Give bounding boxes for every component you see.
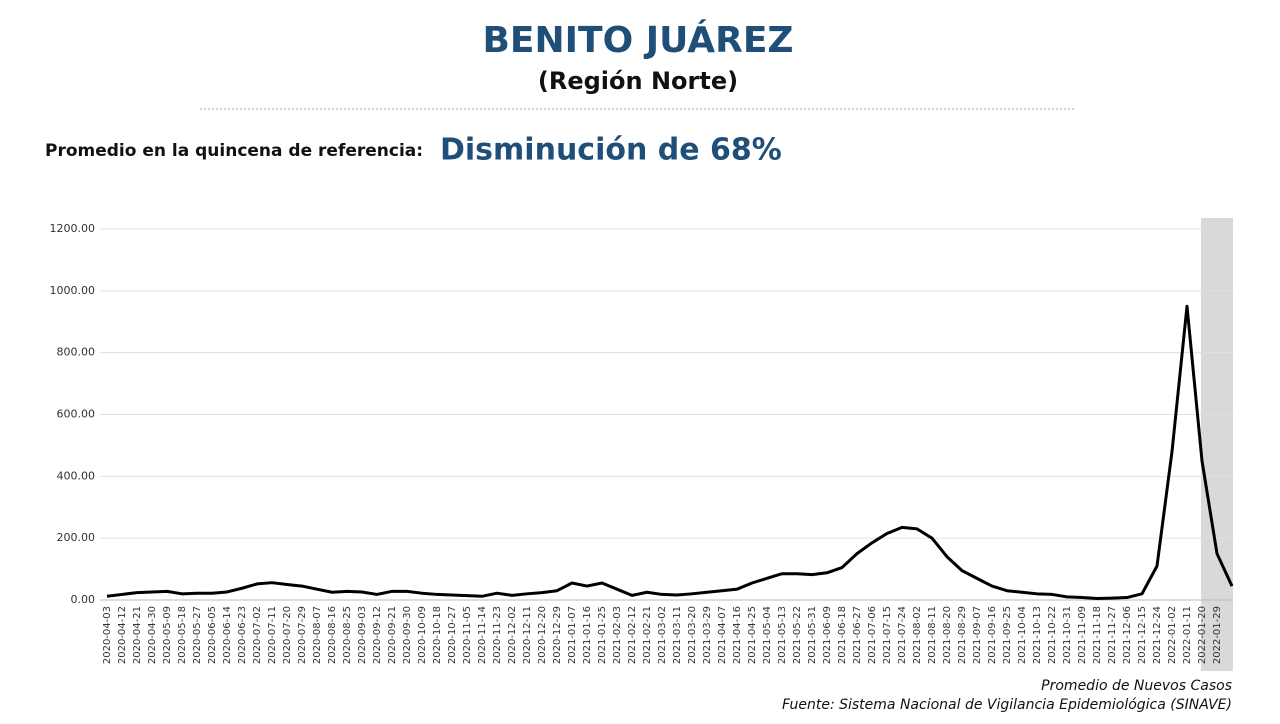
x-tick-label: 2020-07-02 (252, 606, 263, 664)
x-tick-label: 2020-09-21 (387, 606, 398, 664)
x-tick-label: 2021-08-29 (957, 606, 968, 664)
x-tick-label: 2020-09-12 (372, 606, 383, 664)
x-tick-label: 2021-11-18 (1092, 606, 1103, 664)
x-tick-label: 2020-09-03 (357, 606, 368, 664)
x-tick-label: 2021-10-22 (1047, 606, 1058, 664)
chart-title: BENITO JUÁREZ (482, 19, 793, 61)
x-tick-label: 2021-07-15 (882, 606, 893, 664)
source: Fuente: Sistema Nacional de Vigilancia E… (782, 697, 1232, 713)
y-tick-label: 0.00 (71, 593, 96, 606)
x-tick-label: 2020-11-14 (477, 606, 488, 664)
y-tick-label: 800.00 (57, 346, 96, 359)
x-tick-label: 2020-05-18 (177, 606, 188, 664)
x-tick-label: 2020-05-27 (192, 606, 203, 664)
y-tick-label: 200.00 (57, 531, 96, 544)
x-tick-label: 2020-05-09 (162, 606, 173, 664)
x-tick-label: 2021-08-11 (927, 606, 938, 664)
x-tick-label: 2021-11-27 (1107, 606, 1118, 664)
x-tick-label: 2020-06-14 (222, 606, 233, 664)
x-tick-label: 2021-01-07 (567, 606, 578, 664)
x-tick-label: 2020-06-05 (207, 606, 218, 664)
y-tick-label: 1000.00 (50, 284, 96, 297)
x-tick-label: 2020-12-02 (507, 606, 518, 664)
x-tick-label: 2021-04-25 (747, 606, 758, 664)
x-tick-label: 2021-08-02 (912, 606, 923, 664)
x-tick-label: 2020-12-20 (537, 606, 548, 664)
x-tick-label: 2021-06-27 (852, 606, 863, 664)
x-tick-label: 2021-03-20 (687, 606, 698, 664)
x-tick-label: 2020-10-27 (447, 606, 458, 664)
x-tick-label: 2021-12-06 (1122, 606, 1133, 664)
x-tick-label: 2021-04-16 (732, 606, 743, 664)
x-tick-label: 2020-07-11 (267, 606, 278, 664)
x-tick-label: 2021-07-24 (897, 606, 908, 664)
x-tick-label: 2021-03-11 (672, 606, 683, 664)
x-tick-label: 2020-11-05 (462, 606, 473, 664)
x-tick-label: 2021-09-16 (987, 606, 998, 664)
data-line (106, 304, 1234, 600)
x-tick-label: 2020-08-16 (327, 606, 338, 664)
x-tick-label: 2020-09-30 (402, 606, 413, 664)
y-tick-label: 600.00 (57, 408, 96, 421)
x-tick-label: 2020-04-21 (132, 606, 143, 664)
x-tick-label: 2021-03-02 (657, 606, 668, 664)
x-tick-label: 2021-11-09 (1077, 606, 1088, 664)
x-tick-label: 2022-01-11 (1182, 606, 1193, 664)
x-tick-label: 2021-06-18 (837, 606, 848, 664)
x-tick-label: 2020-06-23 (237, 606, 248, 664)
x-tick-label: 2021-09-25 (1002, 606, 1013, 664)
shaded-period (1201, 218, 1233, 671)
x-tick-label: 2021-06-09 (822, 606, 833, 664)
x-tick-label: 2022-01-20 (1197, 606, 1208, 664)
x-tick-label: 2020-04-12 (117, 606, 128, 664)
x-tick-label: 2020-07-29 (297, 606, 308, 664)
x-tick-label: 2020-04-30 (147, 606, 158, 664)
x-tick-label: 2021-09-07 (972, 606, 983, 664)
x-tick-label: 2021-01-25 (597, 606, 608, 664)
x-tick-label: 2021-10-31 (1062, 606, 1073, 664)
reference-label: Promedio en la quincena de referencia: (45, 141, 423, 161)
y-tick-label: 1200.00 (50, 222, 96, 235)
x-tick-label: 2021-12-15 (1137, 606, 1148, 664)
x-tick-label: 2021-05-22 (792, 606, 803, 664)
x-tick-label: 2020-07-20 (282, 606, 293, 664)
x-tick-label: 2021-02-12 (627, 606, 638, 664)
x-tick-label: 2022-01-29 (1212, 606, 1223, 664)
x-tick-label: 2021-08-20 (942, 606, 953, 664)
headline: Disminución de 68% (440, 133, 782, 168)
x-tick-label: 2021-03-29 (702, 606, 713, 664)
x-tick-label: 2020-11-23 (492, 606, 503, 664)
x-tick-label: 2021-04-07 (717, 606, 728, 664)
chart-subtitle: (Región Norte) (538, 67, 738, 95)
x-tick-label: 2020-12-29 (552, 606, 563, 664)
x-tick-label: 2020-10-09 (417, 606, 428, 664)
x-tick-label: 2020-08-07 (312, 606, 323, 664)
x-tick-label: 2020-04-03 (102, 606, 113, 664)
x-tick-label: 2022-01-02 (1167, 606, 1178, 664)
x-tick-label: 2021-05-13 (777, 606, 788, 664)
x-tick-label: 2020-08-25 (342, 606, 353, 664)
y-tick-label: 400.00 (57, 469, 96, 482)
x-tick-label: 2021-01-16 (582, 606, 593, 664)
x-tick-label: 2021-10-04 (1017, 606, 1028, 664)
x-tick-label: 2021-05-31 (807, 606, 818, 664)
x-tick-label: 2021-12-24 (1152, 606, 1163, 664)
x-tick-label: 2021-02-21 (642, 606, 653, 664)
x-tick-label: 2021-02-03 (612, 606, 623, 664)
x-tick-label: 2020-10-18 (432, 606, 443, 664)
x-tick-label: 2021-10-13 (1032, 606, 1043, 664)
x-tick-label: 2021-05-04 (762, 606, 773, 664)
x-tick-label: 2021-07-06 (867, 606, 878, 664)
x-tick-label: 2020-12-11 (522, 606, 533, 664)
legend-label: Promedio de Nuevos Casos (1041, 678, 1232, 694)
